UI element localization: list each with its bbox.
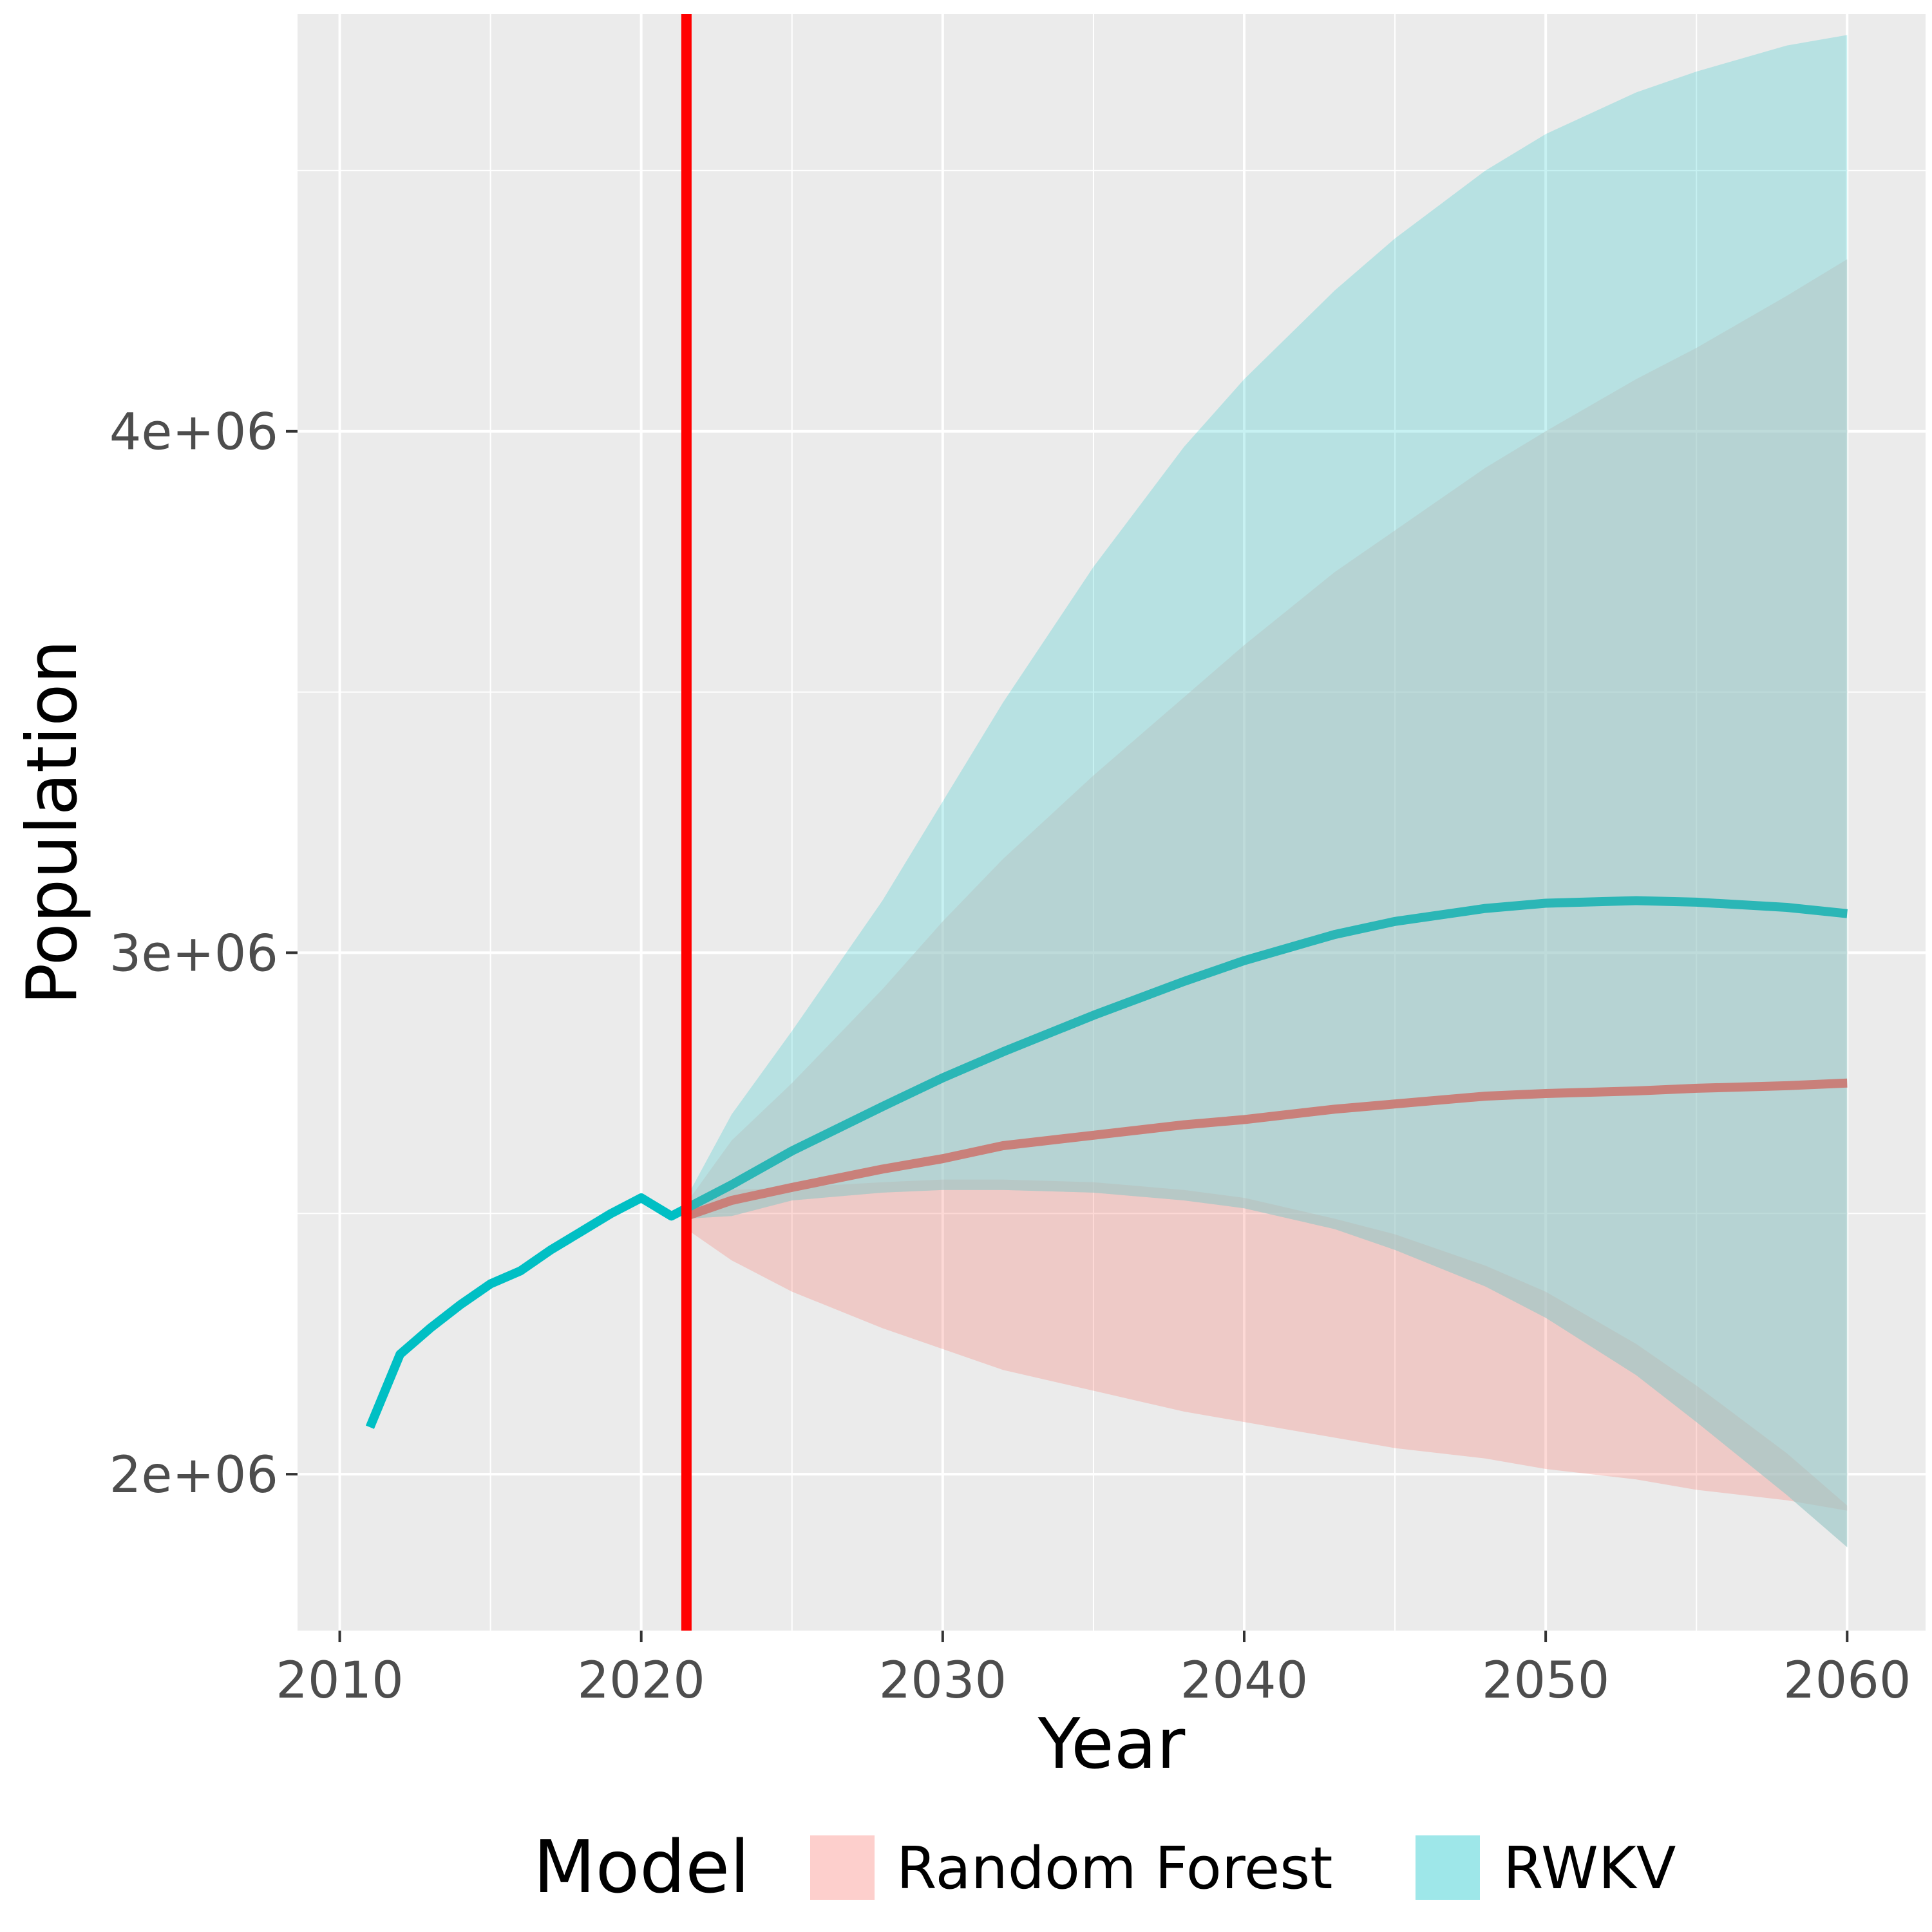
legend-key-rwkv [1416, 1835, 1480, 1900]
y-tick-label: 2e+06 [109, 1446, 278, 1504]
legend-label-random-forest: Random Forest [896, 1835, 1332, 1902]
axes: 2010 2020 2030 2040 2050 2060 2e+06 3e+06 4e+06 [109, 404, 1911, 1710]
ribbon-random-forest [686, 1179, 1848, 1511]
x-tick-label: 2030 [879, 1652, 1007, 1710]
y-tick-label: 3e+06 [109, 925, 278, 983]
x-tick-label: 2050 [1482, 1652, 1610, 1710]
history-line [365, 1193, 689, 1429]
line-rwkv [684, 896, 1848, 1213]
y-axis-title: Population [12, 639, 93, 1005]
ribbon-overlap [686, 259, 1848, 1548]
x-tick-label: 2010 [276, 1652, 404, 1710]
x-tick-label: 2060 [1783, 1652, 1911, 1710]
legend-key-random-forest [810, 1835, 875, 1900]
x-tick-label: 2020 [577, 1652, 705, 1710]
x-tick-label: 2040 [1180, 1652, 1309, 1710]
confidence-ribbons [686, 35, 1848, 1548]
y-tick-label: 4e+06 [109, 404, 278, 462]
x-axis-title: Year [1037, 1704, 1186, 1785]
legend-title: Model [533, 1826, 750, 1909]
series-lines [365, 896, 1848, 1429]
line-random-forest [685, 1078, 1848, 1220]
legend: Model Random Forest RWKV [533, 1826, 1676, 1909]
legend-label-rwkv: RWKV [1503, 1835, 1676, 1902]
